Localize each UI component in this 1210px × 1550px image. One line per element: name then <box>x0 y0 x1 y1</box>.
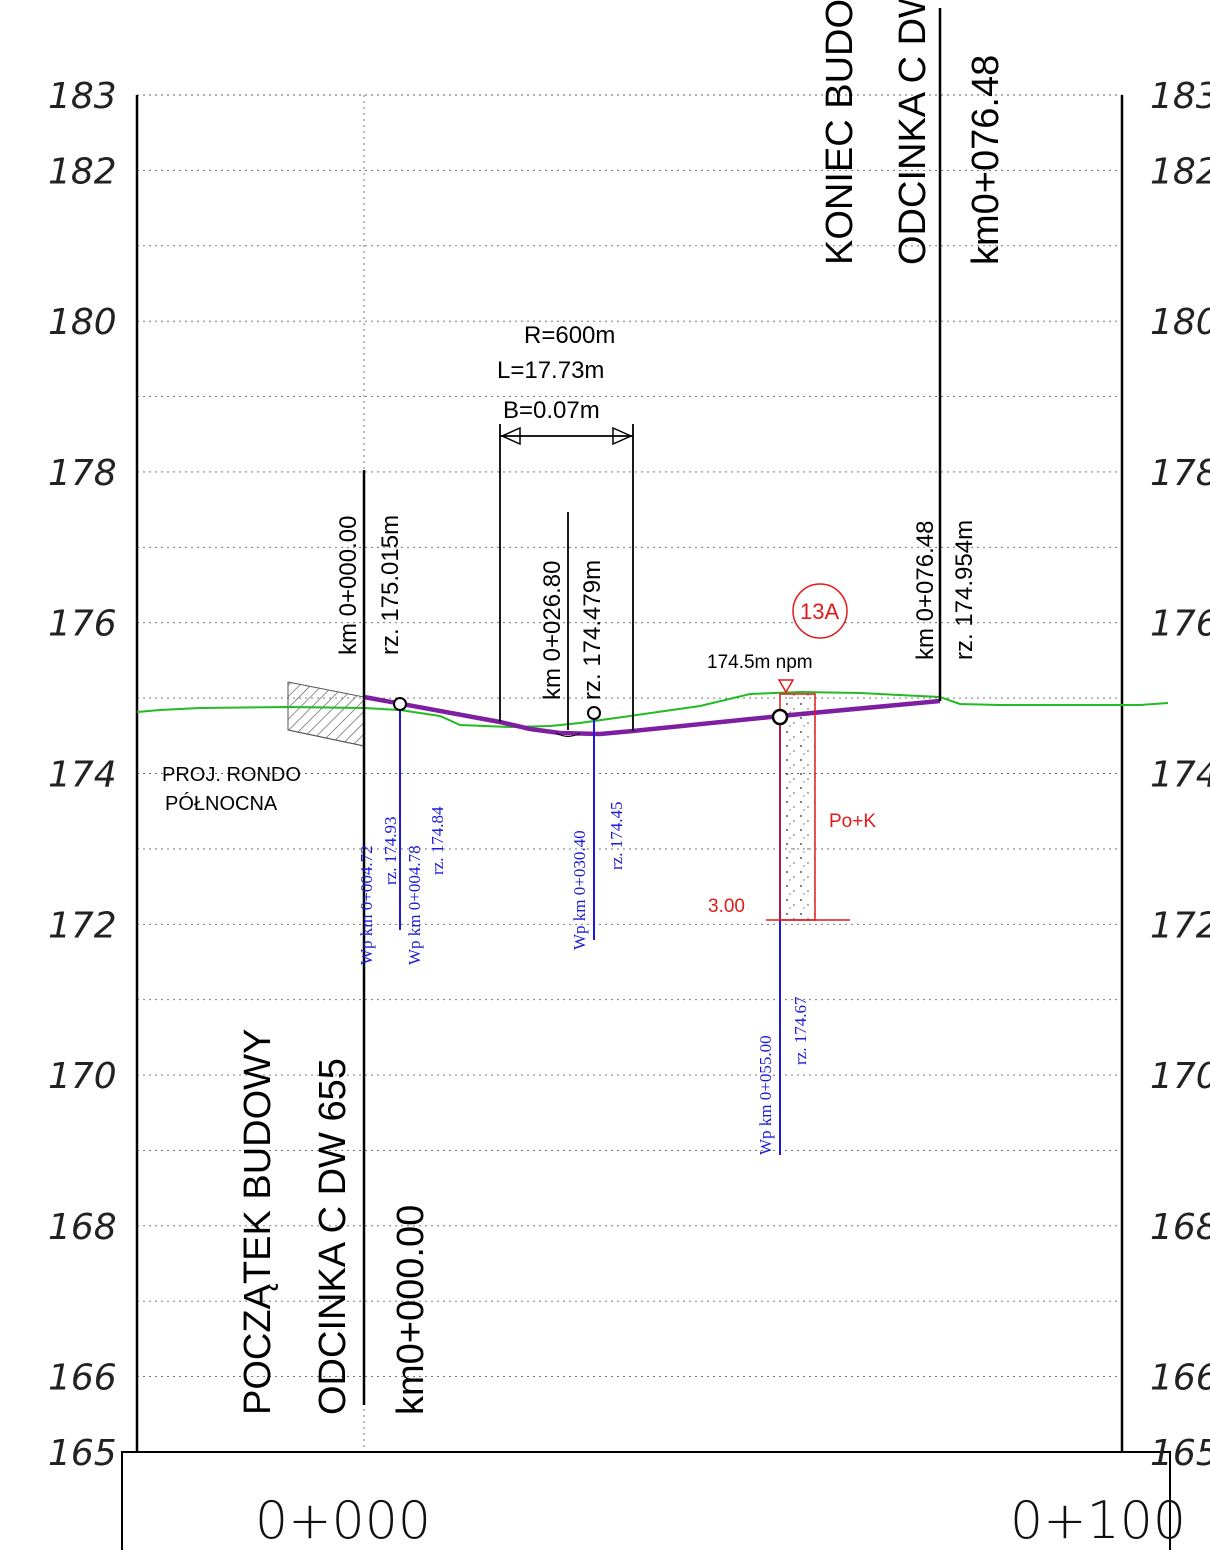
start-km-label: km 0+000.00 <box>335 516 362 655</box>
elevation-grid <box>137 94 1122 1378</box>
borehole-id-circle <box>792 583 848 639</box>
curve-length-label: L=17.73m <box>497 357 604 384</box>
elevation-label-left-178: 178 <box>48 453 117 494</box>
elevation-label-right-165: 165 <box>1150 1433 1210 1474</box>
curve-b-label: B=0.07m <box>503 397 600 424</box>
elevation-label-left-176: 176 <box>48 604 117 645</box>
water-point-1: Wp km 0+004.72 rz. 174.93 Wp km 0+004.78… <box>357 697 447 965</box>
elevation-label-right-174: 174 <box>1150 755 1210 796</box>
roundabout-label-line2: PÓŁNOCNA <box>165 792 278 815</box>
elevation-labels-right: 183 182 180 178 176 174 172 170 168 166 165 <box>1150 76 1210 1474</box>
end-rz-label: rz. 174.954m <box>951 520 978 660</box>
end-km-title: km0+076.48 <box>965 55 1007 265</box>
elevation-label-left-183: 183 <box>48 76 117 117</box>
borehole-13a: 13A 174.5m npm Po+K 3.00 <box>707 583 876 921</box>
elevation-label-left-168: 168 <box>48 1207 117 1248</box>
elevation-label-left-170: 170 <box>48 1056 117 1097</box>
elevation-label-right-166: 166 <box>1150 1358 1210 1399</box>
water-point-2-km: Wp km 0+004.78 <box>405 845 424 965</box>
elevation-label-right-180: 180 <box>1150 302 1210 343</box>
vertical-curve-sag <box>555 732 581 737</box>
water-point-3: Wp km 0+030.40 rz. 174.45 <box>570 706 626 950</box>
borehole-npm: 174.5m npm <box>707 652 813 673</box>
end-marker: km 0+076.48 rz. 174.954m KONIEC BUDOWY O… <box>819 0 1007 701</box>
elevation-label-right-172: 172 <box>1150 905 1210 946</box>
borehole-soil-label: Po+K <box>829 811 876 832</box>
water-point-1-km: Wp km 0+004.72 <box>357 845 376 965</box>
elevation-label-left-165: 165 <box>48 1433 117 1474</box>
start-km-title: km0+000.00 <box>390 1205 432 1415</box>
borehole-level-triangle <box>777 679 795 694</box>
chainage-label-end: 0+100 <box>1010 1491 1186 1550</box>
elevation-label-right-178: 178 <box>1150 453 1210 494</box>
elevation-label-left-182: 182 <box>48 151 117 192</box>
end-title-line2: ODCINKA C DW 655 <box>892 0 934 265</box>
grade-line <box>363 694 941 737</box>
elevation-label-right-168: 168 <box>1150 1207 1210 1248</box>
elevation-label-right-170: 170 <box>1150 1056 1210 1097</box>
profile-frame <box>121 95 1171 1550</box>
borehole-id: 13A <box>800 599 839 624</box>
borehole-soil-column <box>779 693 816 921</box>
start-title-line2: ODCINKA C DW 655 <box>312 1058 354 1415</box>
vertex-marker: km 0+026.80 rz. 174.479m <box>539 512 606 730</box>
roundabout-label-line1: PROJ. RONDO <box>162 764 301 786</box>
elevation-labels-left: 183 182 180 178 176 174 172 170 168 166 165 <box>48 76 117 1474</box>
water-point-1-rz: rz. 174.93 <box>381 817 400 885</box>
elevation-label-right-182: 182 <box>1150 151 1210 192</box>
elevation-label-left-172: 172 <box>48 905 117 946</box>
end-title-line1: KONIEC BUDOWY <box>819 0 861 265</box>
water-point-3-km: Wp km 0+030.40 <box>570 830 589 950</box>
chainage-label-start: 0+000 <box>255 1491 431 1550</box>
water-point-4-km: Wp km 0+055.00 <box>756 1035 775 1155</box>
elevation-label-right-183: 183 <box>1150 76 1210 117</box>
curve-radius-label: R=600m <box>524 322 615 349</box>
curve-dimension: R=600m L=17.73m B=0.07m <box>497 322 634 731</box>
start-title-line1: POCZĄTEK BUDOWY <box>237 1029 279 1415</box>
start-marker: km 0+000.00 rz. 175.015m POCZĄTEK BUDOWY… <box>237 470 432 1415</box>
water-point-3-rz: rz. 174.45 <box>607 802 626 870</box>
elevation-label-left-166: 166 <box>48 1358 117 1399</box>
terrain-line <box>136 690 1169 729</box>
water-point-2-rz: rz. 174.84 <box>428 806 447 875</box>
water-point-4-rz: rz. 174.67 <box>791 996 810 1065</box>
borehole-depth: 3.00 <box>708 896 745 917</box>
end-km-label: km 0+076.48 <box>912 521 939 660</box>
vertex-km-label: km 0+026.80 <box>539 561 566 700</box>
elevation-label-right-176: 176 <box>1150 604 1210 645</box>
elevation-label-left-180: 180 <box>48 302 117 343</box>
elevation-label-left-174: 174 <box>48 755 117 796</box>
vertex-rz-label: rz. 174.479m <box>579 560 606 700</box>
roundabout-hatched-area <box>287 681 365 747</box>
start-rz-label: rz. 175.015m <box>377 515 404 655</box>
